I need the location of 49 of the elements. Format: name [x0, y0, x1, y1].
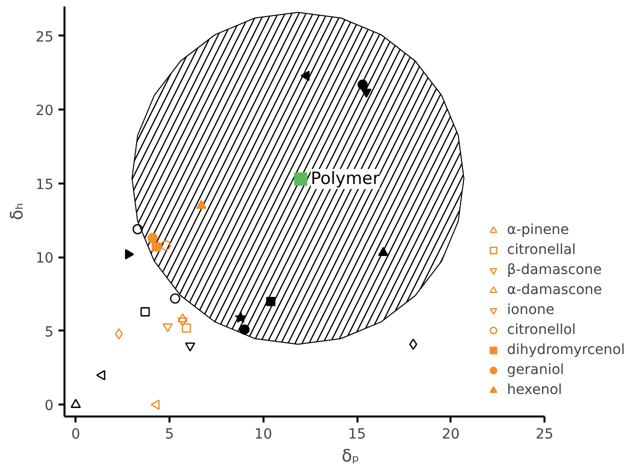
x-tick-label: 25 — [536, 426, 554, 442]
point — [147, 232, 158, 244]
legend-label: citronellal — [507, 242, 576, 258]
point — [196, 200, 207, 209]
point — [70, 398, 81, 408]
legend-label: citronellol — [507, 322, 576, 338]
point — [162, 323, 173, 332]
point — [357, 80, 368, 90]
legend-label: ionone — [507, 302, 554, 318]
point — [294, 172, 308, 186]
point — [300, 70, 310, 81]
legend-label: geraniol — [507, 362, 564, 378]
point — [177, 313, 188, 322]
x-tick-label: 10 — [254, 426, 272, 442]
point — [170, 293, 180, 304]
y-tick-label: 15 — [36, 176, 54, 193]
y-axis-title: δₕ — [8, 202, 28, 220]
y-tick-label: 10 — [36, 250, 54, 267]
y-tick-label: 25 — [36, 29, 54, 46]
point — [152, 242, 162, 252]
series-label: Polymer — [310, 169, 380, 190]
x-tick-label: 5 — [165, 426, 174, 442]
point — [132, 224, 143, 234]
point — [378, 246, 388, 256]
point — [182, 323, 192, 333]
point — [361, 88, 372, 98]
point — [239, 324, 250, 335]
point — [177, 317, 188, 326]
point — [150, 400, 160, 410]
point — [140, 307, 150, 316]
legend-label: dihydromyrcenol — [507, 342, 625, 358]
legend-label: hexenol — [507, 382, 562, 398]
y-tick-label: 5 — [44, 324, 54, 340]
point — [409, 338, 418, 350]
x-axis-title: δₚ — [342, 446, 360, 466]
point — [114, 328, 123, 340]
x-tick-label: 20 — [442, 426, 460, 442]
point — [234, 312, 247, 323]
point — [96, 370, 106, 380]
legend-label: α-damascone — [507, 282, 602, 298]
legend-label: α-pinene — [507, 222, 570, 238]
point — [184, 342, 196, 352]
point — [266, 296, 276, 306]
y-tick-label: 0 — [44, 398, 54, 414]
y-tick-label: 20 — [36, 103, 54, 120]
x-tick-label: 0 — [71, 426, 80, 442]
x-tick-label: 15 — [348, 426, 366, 442]
point — [160, 240, 171, 251]
legend-label: β-damascone — [507, 262, 602, 278]
